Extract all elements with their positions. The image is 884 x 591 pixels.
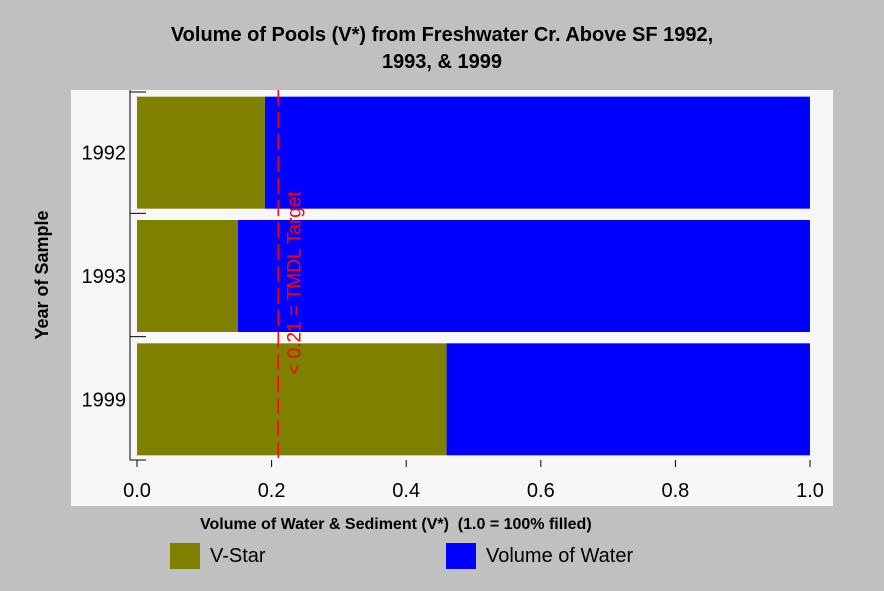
tmdl-target-label: < 0.21 = TMDL Target (284, 191, 305, 375)
y-tick-label-1999: 1999 (82, 389, 127, 411)
y-tick-label-1992: 1992 (82, 143, 127, 165)
bar-1999-volume-of-water (446, 343, 810, 456)
x-tick-label: 0.0 (123, 480, 151, 502)
bar-1993-vstar (137, 220, 238, 332)
legend-label-vstar: V-Star (210, 544, 266, 567)
legend-swatch-volume-of-water (446, 543, 476, 569)
bar-1992-volume-of-water (264, 96, 810, 209)
y-axis-label: Year of Sample (32, 210, 52, 339)
x-tick-label: 0.2 (258, 480, 286, 502)
legend-label-volume-of-water: Volume of Water (486, 544, 634, 567)
chart-title: Volume of Pools (V*) from Freshwater Cr.… (0, 22, 884, 76)
legend-item-vstar: V-Star (170, 543, 266, 569)
chart-title-line-2: 1993, & 1999 (381, 51, 503, 73)
chart-title-line-1: Volume of Pools (V*) from Freshwater Cr.… (170, 24, 714, 46)
bar-1993-volume-of-water (237, 220, 810, 332)
y-tick-label-1993: 1993 (82, 266, 127, 288)
bar-1992-vstar (137, 96, 265, 209)
x-axis-label: Volume of Water & Sediment (V*) (1.0 = 1… (200, 516, 592, 533)
x-tick-label: 0.4 (392, 480, 420, 502)
legend-item-volume-of-water: Volume of Water (446, 543, 633, 569)
bar-1999-vstar (137, 343, 447, 456)
x-tick-label: 0.6 (527, 480, 555, 502)
legend-swatch-vstar (170, 543, 200, 569)
x-tick-label: 1.0 (796, 480, 824, 502)
x-tick-label: 0.8 (661, 480, 689, 502)
